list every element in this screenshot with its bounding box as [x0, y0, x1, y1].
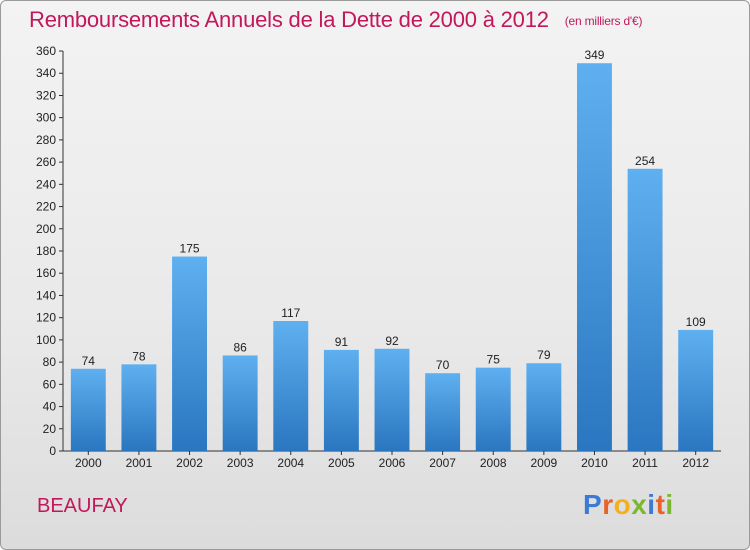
- y-tick-label: 220: [36, 200, 56, 214]
- data-label: 254: [635, 154, 655, 168]
- data-label: 92: [385, 334, 399, 348]
- y-tick-label: 240: [36, 177, 56, 191]
- bar: [222, 355, 258, 451]
- logo-letter: r: [602, 489, 614, 520]
- data-label: 91: [335, 335, 349, 349]
- y-tick-label: 180: [36, 244, 56, 258]
- x-tick-label: 2010: [581, 456, 608, 470]
- x-tick-label: 2005: [328, 456, 355, 470]
- logo-letter: o: [613, 489, 632, 520]
- y-tick-label: 60: [43, 377, 57, 391]
- proxiti-logo: Proxiti: [583, 489, 674, 521]
- x-tick-label: 2004: [277, 456, 304, 470]
- bar: [121, 364, 157, 451]
- logo-letter: t: [655, 489, 666, 520]
- y-tick-label: 140: [36, 288, 56, 302]
- logo-letter: P: [583, 489, 603, 520]
- y-tick-label: 80: [43, 355, 57, 369]
- x-tick-label: 2000: [75, 456, 102, 470]
- data-label: 70: [436, 358, 450, 372]
- y-tick-label: 40: [43, 400, 57, 414]
- y-tick-label: 200: [36, 222, 56, 236]
- x-tick-label: 2006: [379, 456, 406, 470]
- x-tick-label: 2003: [227, 456, 254, 470]
- y-tick-label: 320: [36, 88, 56, 102]
- bar: [172, 256, 208, 451]
- bar: [475, 367, 511, 451]
- data-label: 78: [132, 349, 146, 363]
- y-tick-label: 300: [36, 111, 56, 125]
- data-label: 79: [537, 348, 551, 362]
- data-label: 109: [686, 315, 706, 329]
- y-tick-label: 120: [36, 311, 56, 325]
- bar: [627, 168, 663, 451]
- bar: [526, 363, 562, 451]
- data-label: 75: [487, 353, 501, 367]
- x-tick-label: 2002: [176, 456, 203, 470]
- x-tick-label: 2011: [632, 456, 658, 470]
- bar: [323, 349, 359, 451]
- y-tick-label: 100: [36, 333, 56, 347]
- data-label: 175: [180, 242, 200, 256]
- bar: [678, 329, 714, 451]
- y-tick-label: 0: [49, 444, 56, 458]
- data-label: 86: [233, 340, 247, 354]
- x-tick-label: 2008: [480, 456, 507, 470]
- chart-unit-label: (en milliers d'€): [564, 14, 643, 28]
- chart-title-text: Remboursements Annuels de la Dette de 20…: [29, 7, 549, 32]
- bar: [576, 63, 612, 451]
- place-name: BEAUFAY: [37, 495, 128, 517]
- y-tick-label: 20: [43, 422, 57, 436]
- logo-letter: i: [647, 489, 656, 520]
- chart-title: Remboursements Annuels de la Dette de 20…: [29, 7, 642, 33]
- y-tick-label: 260: [36, 155, 56, 169]
- bar: [425, 373, 461, 451]
- logo-letter: x: [631, 489, 648, 520]
- data-label: 349: [584, 48, 604, 62]
- data-label: 74: [82, 354, 96, 368]
- x-tick-label: 2001: [126, 456, 153, 470]
- bar: [273, 321, 309, 451]
- y-tick-label: 340: [36, 66, 56, 80]
- bar: [70, 368, 106, 451]
- x-tick-label: 2009: [530, 456, 557, 470]
- y-tick-label: 360: [36, 44, 56, 58]
- x-tick-label: 2012: [682, 456, 709, 470]
- bar: [374, 348, 410, 451]
- logo-letter: i: [665, 489, 674, 520]
- y-tick-label: 160: [36, 266, 56, 280]
- y-tick-label: 280: [36, 133, 56, 147]
- data-label: 117: [281, 306, 300, 320]
- x-tick-label: 2007: [429, 456, 456, 470]
